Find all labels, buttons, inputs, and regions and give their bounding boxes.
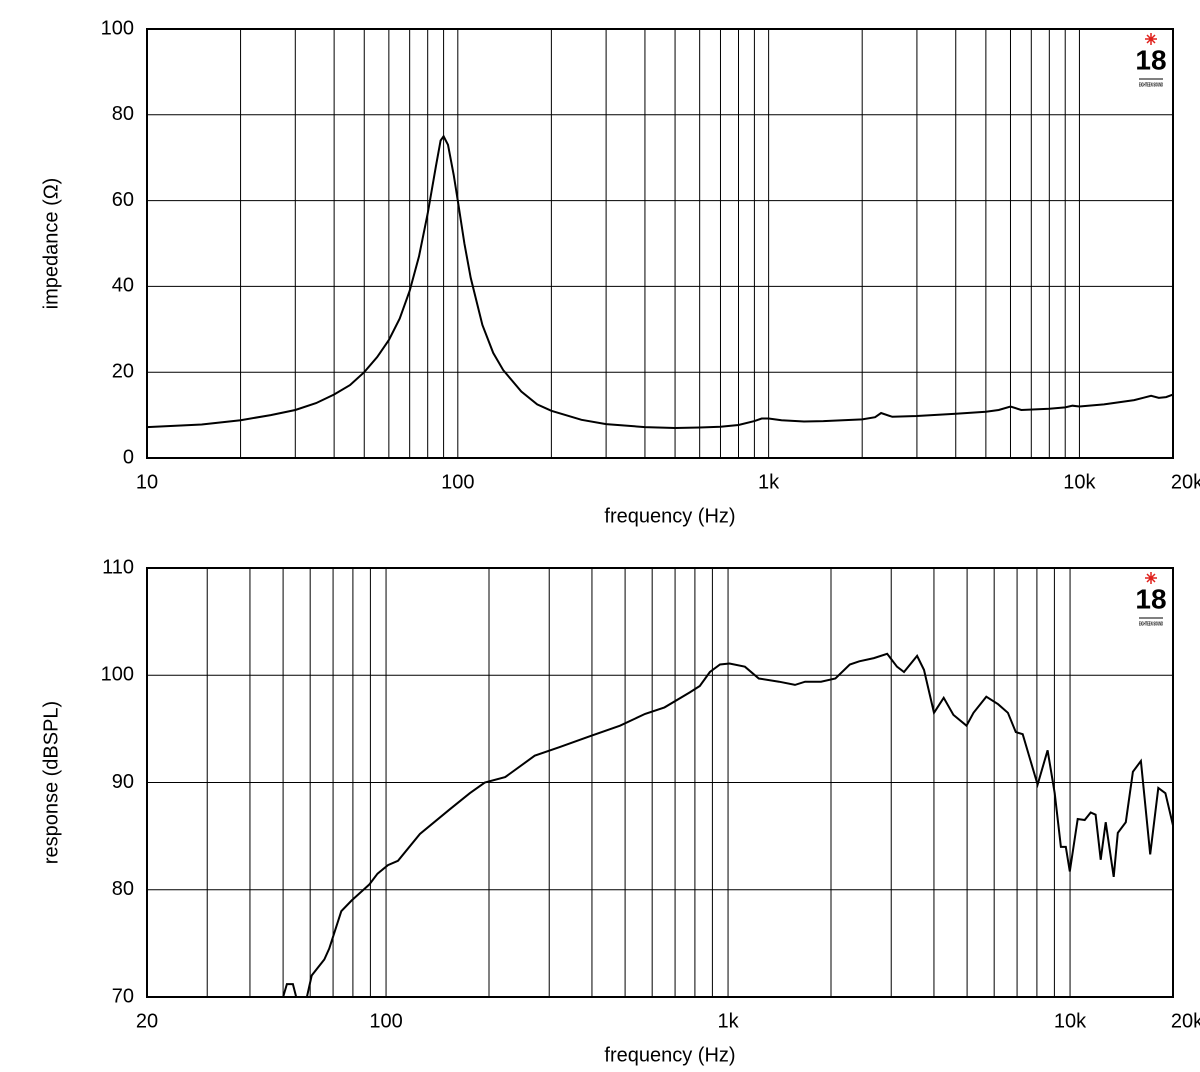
x-tick-label: 1k	[758, 471, 780, 493]
y-axis-label: impedance (Ω)	[40, 178, 62, 310]
x-tick-label: 20k	[1171, 1010, 1200, 1032]
y-tick-label: 60	[112, 189, 134, 211]
x-tick-label: 100	[369, 1010, 402, 1032]
logo-text: 18	[1135, 583, 1166, 614]
logo-star	[1145, 572, 1157, 584]
data-line	[147, 134, 1173, 430]
y-tick-label: 110	[102, 556, 134, 578]
y-tick-label: 40	[112, 275, 134, 297]
x-tick-label: 10k	[1054, 1010, 1087, 1032]
plot-frame	[146, 567, 1174, 998]
data-line	[282, 652, 1173, 997]
y-tick-label: 80	[112, 103, 134, 125]
x-tick-label: 20k	[1171, 471, 1200, 493]
y-tick-label: 100	[101, 664, 134, 686]
y-axis-label: response (dBSPL)	[40, 701, 62, 864]
y-tick-label: 20	[112, 360, 134, 382]
x-tick-label: 10k	[1063, 471, 1096, 493]
logo-subtext: EIGHTEEN SOUND	[1139, 82, 1163, 88]
logo-text: 18	[1135, 44, 1166, 75]
x-tick-label: 20	[136, 1010, 158, 1032]
x-tick-label: 10	[136, 471, 158, 493]
plot-frame	[146, 28, 1174, 459]
x-tick-label: 100	[441, 471, 474, 493]
logo-star	[1145, 33, 1157, 45]
y-tick-label: 90	[112, 771, 134, 793]
y-tick-label: 80	[112, 878, 134, 900]
logo-subtext: EIGHTEEN SOUND	[1139, 621, 1163, 627]
y-tick-label: 70	[112, 985, 134, 1007]
y-tick-label: 100	[101, 17, 134, 39]
x-axis-label: frequency (Hz)	[604, 1044, 735, 1066]
x-tick-label: 1k	[717, 1010, 739, 1032]
x-axis-label: frequency (Hz)	[604, 505, 735, 527]
y-tick-label: 0	[123, 446, 134, 468]
